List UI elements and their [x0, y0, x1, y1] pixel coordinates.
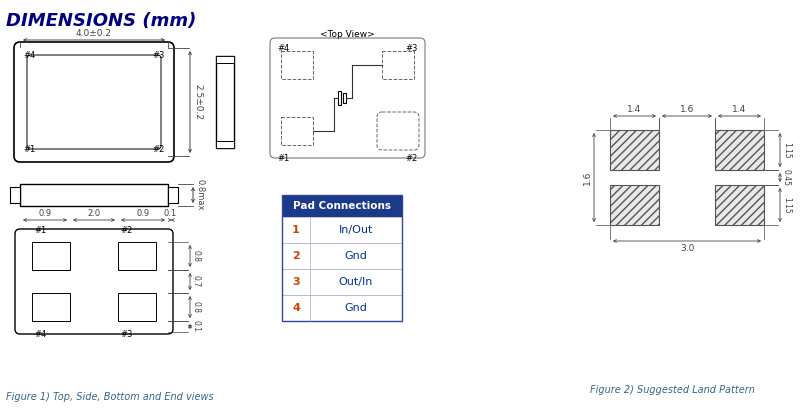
FancyBboxPatch shape	[376, 112, 418, 150]
Text: In/Out: In/Out	[338, 225, 373, 235]
FancyBboxPatch shape	[15, 229, 173, 334]
Text: Out/In: Out/In	[338, 277, 373, 287]
Text: #2: #2	[152, 145, 165, 154]
Bar	[216, 56, 234, 148]
Bar	[281, 243, 401, 269]
Text: 4.0±0.2: 4.0±0.2	[76, 29, 112, 38]
Bar	[20, 184, 168, 206]
Bar	[281, 195, 401, 217]
Text: 0.1: 0.1	[163, 209, 176, 218]
Bar	[168, 187, 178, 203]
Bar	[281, 117, 312, 145]
Text: 2.0: 2.0	[88, 209, 101, 218]
FancyBboxPatch shape	[27, 55, 161, 149]
Bar	[32, 293, 70, 321]
Text: 1.15: 1.15	[781, 142, 790, 158]
Bar	[216, 141, 234, 148]
Text: 1.6: 1.6	[679, 105, 693, 114]
Text: 0.45: 0.45	[781, 169, 790, 186]
Text: 1.15: 1.15	[781, 197, 790, 213]
Bar	[609, 185, 659, 225]
Bar	[714, 130, 763, 170]
Text: 1.6: 1.6	[582, 170, 591, 185]
Bar	[281, 217, 401, 243]
Text: 1.4: 1.4	[732, 105, 745, 114]
Text: 1: 1	[292, 225, 299, 235]
Bar	[281, 195, 401, 321]
Text: #3: #3	[406, 44, 418, 53]
Bar	[118, 242, 156, 270]
Text: 0.8: 0.8	[191, 250, 201, 262]
Text: Figure 1) Top, Side, Bottom and End views: Figure 1) Top, Side, Bottom and End view…	[6, 392, 213, 402]
Text: 3.0: 3.0	[679, 244, 693, 253]
Text: 0.1: 0.1	[191, 321, 201, 332]
FancyBboxPatch shape	[270, 38, 424, 158]
Bar	[281, 269, 401, 295]
Text: #4: #4	[23, 51, 35, 60]
Bar	[281, 51, 312, 79]
Text: #1: #1	[34, 226, 46, 235]
Bar	[32, 242, 70, 270]
Bar	[216, 56, 234, 63]
Text: 0.8max: 0.8max	[195, 179, 204, 211]
Text: #1: #1	[23, 145, 35, 154]
Text: 0.8: 0.8	[191, 301, 201, 313]
Text: 0.7: 0.7	[191, 276, 201, 288]
Bar	[343, 93, 346, 103]
Text: Gnd: Gnd	[344, 251, 367, 261]
Text: 3: 3	[292, 277, 299, 287]
Bar	[609, 130, 659, 170]
Text: Gnd: Gnd	[344, 303, 367, 313]
Bar	[381, 51, 414, 79]
Text: Figure 2) Suggested Land Pattern: Figure 2) Suggested Land Pattern	[590, 385, 754, 395]
Text: 1.4: 1.4	[627, 105, 641, 114]
Text: #2: #2	[406, 154, 418, 163]
Text: #4: #4	[277, 44, 289, 53]
FancyBboxPatch shape	[14, 42, 174, 162]
Text: #1: #1	[277, 154, 289, 163]
Text: 2.5±0.2: 2.5±0.2	[193, 84, 202, 120]
Text: Pad Connections: Pad Connections	[293, 201, 391, 211]
Text: #3: #3	[120, 330, 132, 339]
Text: #3: #3	[152, 51, 165, 60]
Bar	[338, 91, 341, 105]
Bar	[714, 185, 763, 225]
Text: 0.9: 0.9	[38, 209, 52, 218]
Text: 2: 2	[292, 251, 299, 261]
Bar	[10, 187, 20, 203]
Text: #4: #4	[34, 330, 46, 339]
Text: #2: #2	[120, 226, 132, 235]
Bar	[118, 293, 156, 321]
Text: 0.9: 0.9	[136, 209, 149, 218]
Text: 4: 4	[292, 303, 299, 313]
Text: DIMENSIONS (mm): DIMENSIONS (mm)	[6, 12, 196, 30]
Text: <Top View>: <Top View>	[320, 30, 375, 39]
Bar	[281, 295, 401, 321]
